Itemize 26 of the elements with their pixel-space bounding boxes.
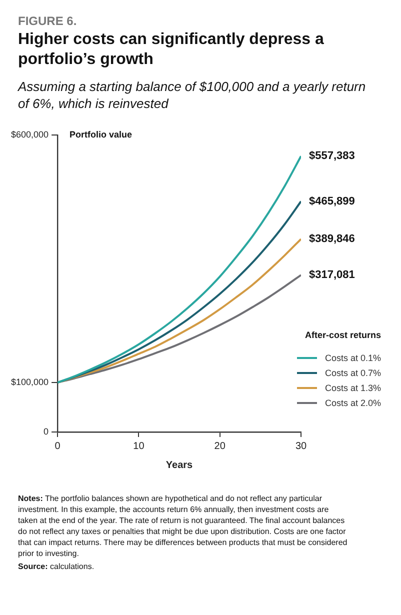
- x-axis-title: Years: [166, 460, 194, 471]
- legend-label: Costs at 0.7%: [324, 368, 381, 378]
- data-label: $557,383: [309, 150, 355, 162]
- legend-label: Costs at 1.3%: [324, 382, 381, 392]
- chart-title: Higher costs can significantly depress a portfolio’s growth: [18, 30, 325, 70]
- x-tick-label: 0: [54, 440, 61, 452]
- source-note: Source: calculations.: [18, 561, 96, 572]
- caption: FIGURE 6.: [18, 14, 78, 28]
- line-series: [58, 200, 301, 384]
- chart-subtitle: Assuming a starting balance of $100,000 and a yearly return of 6%, which is reinvested: [18, 78, 367, 112]
- text: Notes: The portfolio balances shown are hypothetical and do not reflect any particular investment. In this example, the accounts return 6% annually, then investment costs are taken at the end of the year. The rate of return is not guaranteed. The final account balances do not reflect any taxes or penalties that might be due upon distribution. Costs are one factor that can impact returns. There may be differences between products that must be considered prior to investing.: [18, 493, 348, 559]
- legend-label: Costs at 0.1%: [324, 352, 381, 362]
- y-axis-title: Portfolio value: [70, 129, 132, 140]
- x-tick-label: 30: [295, 440, 307, 452]
- legend-title: After-cost returns: [304, 330, 381, 340]
- y-tick-label: 0: [44, 426, 49, 436]
- legend-label: Costs at 2.0%: [324, 398, 381, 408]
- data-label: $465,899: [309, 195, 355, 208]
- line-series: [58, 274, 301, 384]
- data-label: $317,081: [309, 269, 355, 282]
- y-tick-label: $600,000: [10, 129, 49, 140]
- y-tick-label: $100,000: [10, 376, 49, 387]
- data-label: $389,846: [309, 233, 355, 246]
- line-series: [58, 155, 301, 384]
- x-tick-label: 20: [214, 440, 226, 452]
- x-tick-label: 10: [133, 440, 145, 452]
